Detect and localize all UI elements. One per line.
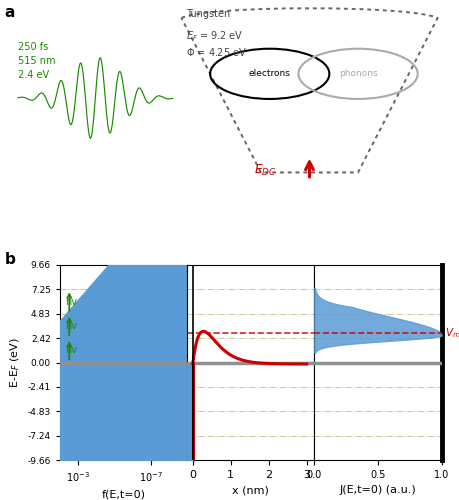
X-axis label: J(E,t=0) (a.u.): J(E,t=0) (a.u.) <box>339 486 415 496</box>
Y-axis label: E-E$_F$ (eV): E-E$_F$ (eV) <box>8 337 22 388</box>
Text: hv: hv <box>65 321 77 331</box>
Text: b: b <box>5 252 16 268</box>
Text: Tungsten: Tungsten <box>185 8 230 18</box>
Text: a: a <box>5 5 15 20</box>
Text: electrons: electrons <box>248 70 290 78</box>
Text: $V_{max}$: $V_{max}$ <box>444 326 459 340</box>
X-axis label: x (nm): x (nm) <box>232 486 269 496</box>
Text: phonons: phonons <box>338 70 376 78</box>
Text: $E_F$ = 9.2 eV: $E_F$ = 9.2 eV <box>185 29 243 43</box>
Text: hv: hv <box>65 296 77 306</box>
Text: $E_{DC}$: $E_{DC}$ <box>253 163 276 178</box>
Text: hv: hv <box>65 346 77 356</box>
X-axis label: f(E,t=0): f(E,t=0) <box>101 489 145 499</box>
Text: 250 fs
515 nm
2.4 eV: 250 fs 515 nm 2.4 eV <box>18 42 56 80</box>
Text: $\Phi$ = 4.25 eV: $\Phi$ = 4.25 eV <box>185 46 246 58</box>
